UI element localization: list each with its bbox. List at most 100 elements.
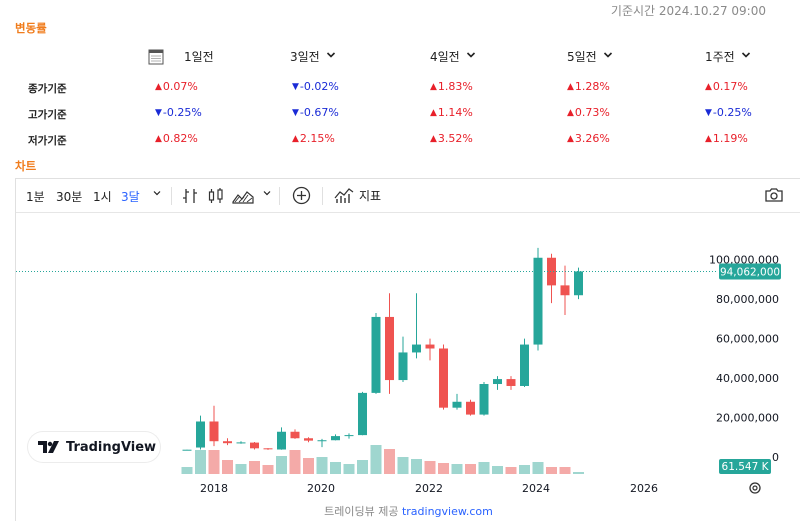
- volume-bar: [397, 457, 409, 474]
- chevron-down-icon[interactable]: [603, 51, 613, 62]
- toolbar-divider: [279, 187, 280, 205]
- interval-30m[interactable]: 30분: [56, 190, 83, 204]
- volume-bar: [519, 465, 530, 474]
- volume-bar: [546, 467, 557, 474]
- timestamp: 기준시간 2024.10.27 09:00: [610, 4, 766, 18]
- credit-link[interactable]: tradingview.com: [401, 505, 493, 518]
- candle-body: [277, 431, 286, 450]
- plus-circle-icon[interactable]: [292, 186, 311, 208]
- price-chart[interactable]: 100,000,00080,000,00060,000,00040,000,00…: [16, 214, 800, 504]
- triangle-up-icon: ▲: [292, 133, 299, 144]
- change-text: 0.82%: [162, 132, 198, 145]
- chevron-down-icon[interactable]: [466, 51, 476, 62]
- area-style-icon[interactable]: [232, 187, 254, 208]
- candle-body: [506, 379, 516, 386]
- change-value: ▼ -0.25%: [155, 106, 202, 119]
- volume-bar: [262, 465, 274, 474]
- column-header-5[interactable]: 1주전: [705, 48, 751, 65]
- time-tick-label: 2018: [200, 482, 228, 495]
- change-text: 0.17%: [712, 80, 748, 93]
- triangle-down-icon: ▼: [292, 107, 299, 118]
- change-text: -0.25%: [162, 106, 202, 119]
- change-value: ▲ 0.73%: [567, 106, 610, 119]
- settings-icon[interactable]: [749, 482, 761, 494]
- change-text: -0.02%: [299, 80, 339, 93]
- column-header-4[interactable]: 5일전: [567, 48, 613, 65]
- candle-body: [520, 344, 529, 386]
- change-text: -0.67%: [299, 106, 339, 119]
- last-price-badge: [719, 263, 781, 280]
- change-text: 0.07%: [162, 80, 198, 93]
- candle-body: [466, 401, 475, 415]
- time-tick-label: 2020: [307, 482, 335, 495]
- volume-bar: [208, 450, 220, 474]
- camera-icon[interactable]: [764, 187, 784, 206]
- volume-bar: [370, 445, 382, 474]
- volume-bar: [195, 450, 206, 474]
- price-tick-label: 0: [772, 451, 779, 464]
- change-text: 1.14%: [437, 106, 473, 119]
- candle-body: [182, 449, 192, 451]
- candle-body: [317, 440, 327, 442]
- candle-body: [412, 344, 421, 353]
- indicators-label: 지표: [359, 188, 382, 203]
- change-text: 2.15%: [299, 132, 335, 145]
- price-tick-label: 40,000,000: [716, 372, 779, 385]
- volume-bar: [222, 460, 233, 474]
- volume-bar: [235, 464, 247, 474]
- column-header-3[interactable]: 4일전: [430, 48, 476, 65]
- volume-bar: [532, 462, 544, 474]
- volume-bar: [343, 464, 355, 474]
- candle-body: [385, 316, 394, 381]
- candle-body: [223, 441, 232, 444]
- triangle-up-icon: ▲: [155, 133, 162, 144]
- candle-body: [493, 379, 502, 385]
- candle-body: [250, 442, 259, 449]
- triangle-down-icon: ▼: [292, 81, 299, 92]
- triangle-up-icon: ▲: [705, 81, 712, 92]
- triangle-up-icon: ▲: [567, 133, 574, 144]
- chevron-down-icon[interactable]: [326, 51, 336, 62]
- triangle-up-icon: ▲: [567, 81, 574, 92]
- volume-bar: [276, 456, 287, 474]
- triangle-up-icon: ▲: [567, 107, 574, 118]
- credit-prefix: 트레이딩뷰 제공: [324, 505, 399, 518]
- tradingview-logo[interactable]: TradingView: [28, 432, 160, 462]
- change-text: 1.19%: [712, 132, 748, 145]
- column-header-label: 5일전: [567, 50, 597, 64]
- volume-bar: [303, 458, 314, 474]
- triangle-up-icon: ▲: [155, 81, 162, 92]
- change-text: 1.83%: [437, 80, 473, 93]
- interval-1m[interactable]: 1분: [26, 190, 45, 204]
- price-tick-label: 80,000,000: [716, 293, 779, 306]
- chart-toolbar: 1분 30분 1시 3달 지표: [16, 179, 800, 213]
- change-value: ▼ -0.02%: [292, 80, 339, 93]
- indicators-button[interactable]: 지표: [334, 186, 381, 204]
- interval-1h[interactable]: 1시: [93, 190, 112, 204]
- volume-bar: [505, 467, 517, 474]
- change-value: ▲ 3.26%: [567, 132, 610, 145]
- chevron-down-icon[interactable]: [262, 187, 272, 201]
- change-value: ▲ 1.19%: [705, 132, 748, 145]
- change-text: 3.52%: [437, 132, 473, 145]
- tradingview-logo-icon: [38, 441, 59, 453]
- volume-bar: [465, 464, 476, 474]
- change-value: ▲ 2.15%: [292, 132, 335, 145]
- change-text: 0.73%: [574, 106, 610, 119]
- volume-bar: [492, 466, 503, 474]
- chevron-down-icon[interactable]: [152, 187, 162, 201]
- volume-bar: [438, 463, 449, 474]
- candle-body: [574, 271, 583, 296]
- calendar-icon[interactable]: [148, 48, 164, 65]
- interval-3mo[interactable]: 3달: [121, 190, 140, 204]
- candle-body: [290, 431, 300, 439]
- section-title-variation: 변동률: [15, 21, 47, 35]
- candle-body: [425, 344, 435, 349]
- column-header-2[interactable]: 3일전: [290, 48, 336, 65]
- bar-style-icon[interactable]: [182, 187, 198, 208]
- chevron-down-icon[interactable]: [741, 51, 751, 62]
- triangle-up-icon: ▲: [430, 133, 437, 144]
- candle-body: [371, 316, 381, 393]
- candle-style-icon[interactable]: [208, 187, 224, 208]
- chart-credit: 트레이딩뷰 제공 tradingview.com: [16, 503, 800, 519]
